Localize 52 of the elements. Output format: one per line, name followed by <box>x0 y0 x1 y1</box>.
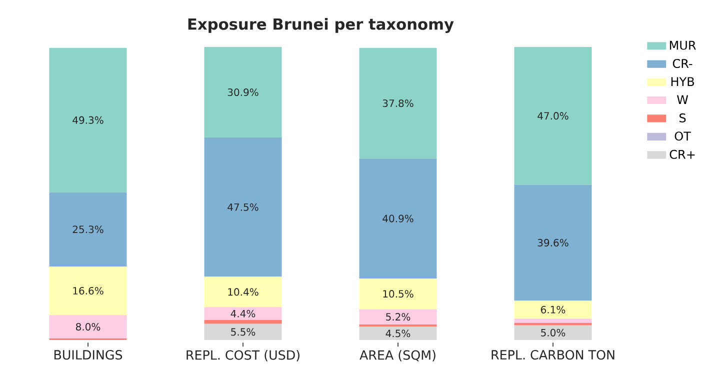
x-tick-label: REPL. CARBON TON <box>492 350 614 360</box>
data-label: 5.2% <box>386 313 410 321</box>
data-label: 8.0% <box>76 323 100 331</box>
bar <box>49 315 127 339</box>
x-tick-label: AREA (SQM) <box>360 350 436 362</box>
chart-title: Exposure Brunei per taxonomy <box>188 18 454 33</box>
x-tick-label: BUILDINGS <box>54 350 122 360</box>
data-label: 6.1% <box>540 306 566 314</box>
data-label: 4.5% <box>386 330 410 338</box>
data-label: 39.6% <box>538 238 568 246</box>
x-tick-label: REPL. COST (USD) <box>186 350 300 362</box>
bar <box>49 266 127 316</box>
data-label: 49.3% <box>72 116 104 124</box>
data-label: 4.4% <box>230 310 256 318</box>
data-label: 10.4% <box>228 288 258 296</box>
bar <box>49 48 127 192</box>
bar <box>359 278 437 310</box>
bar <box>359 48 437 159</box>
legend-label: W <box>677 95 688 104</box>
data-label: 37.8% <box>382 99 414 108</box>
bar <box>514 184 592 301</box>
bar <box>514 318 592 323</box>
legend-label: MUR <box>670 40 696 50</box>
legend-label: S <box>680 113 686 122</box>
bar <box>359 324 437 327</box>
data-label: 47.0% <box>538 112 568 120</box>
data-label: 30.9% <box>228 88 258 96</box>
bar <box>514 46 592 185</box>
data-label: 25.3% <box>72 226 104 234</box>
bar <box>359 309 437 324</box>
data-label: 10.5% <box>383 290 414 298</box>
data-label: 5.0% <box>541 328 566 336</box>
bar <box>204 138 282 277</box>
data-label: 5.5% <box>231 328 256 336</box>
bar <box>514 322 592 326</box>
legend-label: CR+ <box>670 150 695 159</box>
data-label: 16.6% <box>73 286 104 295</box>
bar <box>204 320 282 324</box>
legend-label: OT <box>674 132 691 141</box>
bar <box>204 307 282 320</box>
data-label: 40.9% <box>382 214 414 222</box>
bar <box>204 276 282 308</box>
legend-label: CR- <box>672 58 692 68</box>
bar <box>359 326 437 340</box>
data-label: 47.5% <box>228 203 258 211</box>
bar <box>514 300 592 319</box>
bar <box>204 46 282 138</box>
legend-label: HYB <box>671 77 694 86</box>
bar <box>514 325 592 340</box>
bar <box>359 158 437 278</box>
bar <box>204 324 282 340</box>
bar <box>49 192 127 266</box>
